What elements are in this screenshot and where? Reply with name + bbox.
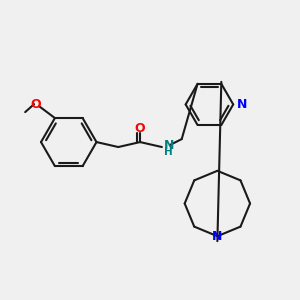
Text: O: O [135, 122, 146, 135]
Text: H: H [164, 147, 172, 157]
Text: N: N [237, 98, 248, 111]
Text: N: N [212, 230, 223, 243]
Text: N: N [164, 139, 174, 152]
Text: O: O [31, 98, 41, 111]
